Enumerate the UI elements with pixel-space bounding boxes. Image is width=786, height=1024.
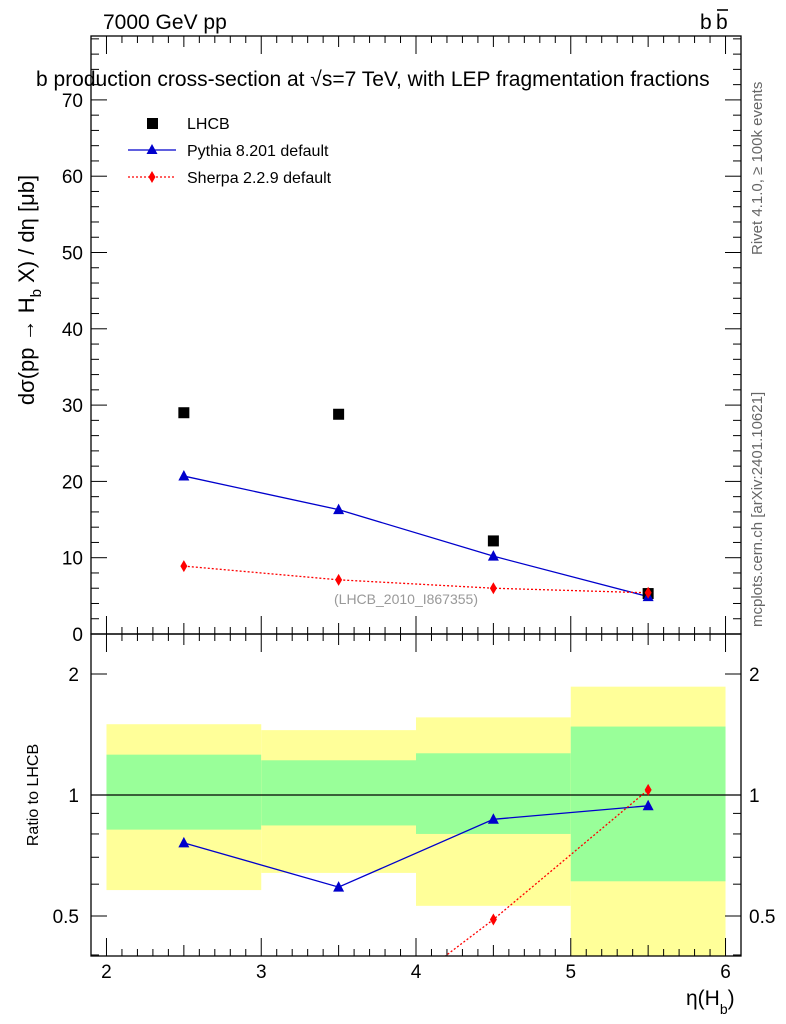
y-tick-label: 10 <box>62 549 83 570</box>
rivet-note: Rivet 4.1.0, ≥ 100k events <box>749 82 766 255</box>
ratio-line-pythia-8-201-default <box>183 805 649 888</box>
x-tick-label: 5 <box>565 962 576 983</box>
series-line-pythia-8-201-default <box>183 475 649 598</box>
ratio-point-pythia-8-201-default <box>642 799 654 811</box>
svg-text:dσ(pp → Hb X) / dη [μb]: dσ(pp → Hb X) / dη [μb] <box>14 175 45 405</box>
data-point-pythia-8-201-default <box>487 550 499 561</box>
legend-label-lhcb: LHCB <box>187 116 230 133</box>
legend-entry-sherpa: Sherpa 2.2.9 default <box>128 170 332 187</box>
process-label: b b <box>700 9 728 34</box>
y-tick-label: 20 <box>62 472 83 493</box>
y-tick-label: 0 <box>72 625 83 646</box>
ratio-y-tick-label-right: 0.5 <box>749 907 775 928</box>
legend: LHCB Pythia 8.201 default Sherpa 2.2.9 d… <box>128 116 332 187</box>
svg-text:b: b <box>716 11 728 34</box>
x-tick-label: 3 <box>256 962 267 983</box>
data-point-lhcb <box>178 407 190 419</box>
analysis-watermark: (LHCB_2010_I867355) <box>334 591 478 607</box>
data-point-lhcb <box>333 408 345 420</box>
main-title: b production cross-section at √s=7 TeV, … <box>36 68 710 91</box>
ratio-point-sherpa-2-2-9-default <box>644 783 652 796</box>
legend-entry-pythia: Pythia 8.201 default <box>128 143 329 160</box>
legend-triangle-marker <box>146 144 158 154</box>
uncertainty-band-green <box>261 760 416 826</box>
ratio-point-pythia-8-201-default <box>333 881 345 892</box>
svg-text:η(Hb): η(Hb) <box>686 987 735 1017</box>
legend-label-pythia: Pythia 8.201 default <box>187 143 329 160</box>
y-tick-label: 50 <box>62 244 83 265</box>
legend-label-sherpa: Sherpa 2.2.9 default <box>187 170 332 187</box>
ratio-y-tick-label: 2 <box>68 665 79 686</box>
series-line-sherpa-2-2-9-default <box>183 565 649 594</box>
y-tick-label: 40 <box>62 320 83 341</box>
data-point-sherpa-2-2-9-default <box>335 573 343 586</box>
data-point-lhcb <box>487 535 499 547</box>
y-tick-label: 30 <box>62 396 83 417</box>
legend-diamond-marker <box>148 171 156 183</box>
mcplots-note: mcplots.cern.ch [arXiv:2401.10621] <box>749 392 766 627</box>
main-panel: 0 10 20 30 40 50 60 70 b production cross-secti… <box>14 35 742 646</box>
ratio-point-sherpa-2-2-9-default <box>489 913 497 926</box>
ratio-point-pythia-8-201-default <box>178 836 190 848</box>
x-tick-label: 4 <box>411 962 422 983</box>
main-ylabel: dσ(pp → Hb X) / dη [μb] <box>14 175 45 405</box>
ratio-panel: 0.5 0.5 1 1 2 2 2 3 4 5 6 Ratio to LHCB <box>25 633 775 983</box>
legend-square-marker <box>147 118 158 129</box>
energy-label: 7000 GeV pp <box>103 11 227 34</box>
ratio-y-tick-label-right: 1 <box>749 786 760 807</box>
data-point-sherpa-2-2-9-default <box>644 586 652 599</box>
data-point-pythia-8-201-default <box>333 503 345 515</box>
data-point-sherpa-2-2-9-default <box>489 582 497 595</box>
ratio-y-tick-label-right: 2 <box>749 665 760 686</box>
ratio-y-tick-label: 0.5 <box>53 907 79 928</box>
data-point-pythia-8-201-default <box>178 470 190 481</box>
x-axis-label: η(Hb) <box>686 987 735 1017</box>
svg-text:b: b <box>700 11 712 34</box>
ratio-y-tick-label: 1 <box>68 786 79 807</box>
x-tick-label: 6 <box>720 962 731 983</box>
uncertainty-band-green <box>106 754 262 830</box>
data-point-sherpa-2-2-9-default <box>180 560 188 573</box>
legend-entry-lhcb: LHCB <box>147 116 230 133</box>
ratio-ylabel: Ratio to LHCB <box>25 744 42 846</box>
y-tick-label: 60 <box>62 167 83 188</box>
ratio-point-pythia-8-201-default <box>487 813 499 824</box>
y-tick-label: 70 <box>62 91 83 112</box>
x-tick-label: 2 <box>101 962 112 983</box>
